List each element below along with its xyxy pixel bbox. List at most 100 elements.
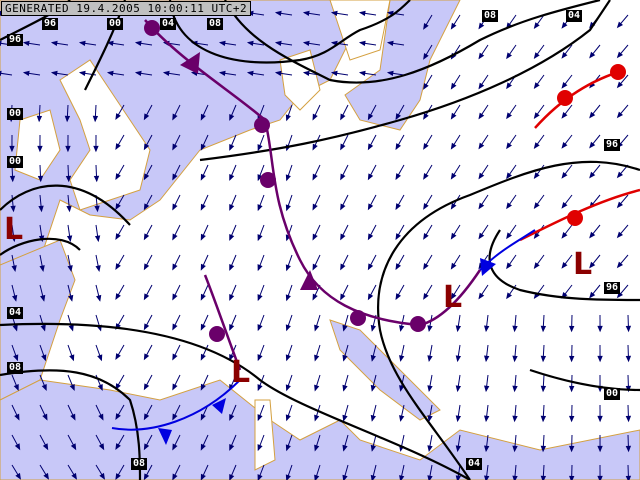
wind-arrow-head — [533, 232, 540, 239]
wind-arrow-head — [450, 22, 457, 30]
wind-arrow-head — [367, 143, 374, 151]
occluded-front-bump — [254, 117, 270, 133]
wind-arrow-head — [423, 172, 429, 180]
wind-arrow-head — [423, 112, 429, 120]
wind-arrow-head — [115, 293, 121, 300]
wind-arrow-head — [0, 10, 2, 17]
wind-arrow-head — [143, 293, 150, 301]
wind-arrow-head — [15, 472, 21, 480]
wind-arrow-head — [506, 202, 512, 210]
isobar-label: 08 — [131, 458, 148, 470]
wind-arrow-head — [93, 145, 99, 153]
wind-arrow-head — [589, 261, 596, 269]
wind-arrow-head — [616, 21, 624, 29]
wind-arrow-head — [285, 294, 291, 302]
wind-arrow-head — [312, 293, 318, 301]
wind-arrow-head — [450, 112, 457, 120]
wind-arrow-head — [395, 143, 401, 151]
wind-arrow-head — [37, 175, 44, 183]
wind-arrow-head — [478, 292, 485, 300]
wind-arrow-head — [367, 263, 374, 271]
wind-arrow-head — [0, 70, 2, 77]
wind-arrow-head — [314, 414, 320, 422]
wind-arrow-head — [229, 443, 235, 451]
wind-arrow-head — [342, 384, 348, 392]
wind-arrow-head — [340, 173, 346, 181]
wind-arrow-head — [597, 355, 603, 363]
wind-arrow-head — [561, 231, 568, 239]
wind-arrow-head — [115, 143, 121, 150]
wind-arrow-head — [93, 175, 100, 183]
wind-arrow-head — [312, 263, 318, 271]
wind-arrow-head — [340, 143, 346, 151]
wind-arrow-head — [625, 445, 632, 453]
wind-arrow-head — [616, 261, 624, 269]
wind-arrow-head — [92, 115, 99, 123]
wind-arrow-head — [22, 70, 30, 77]
wind-arrow-head — [370, 354, 376, 362]
wind-arrow-head — [561, 111, 568, 119]
wind-arrow-head — [569, 355, 575, 363]
wind-arrow-head — [478, 112, 485, 120]
wind-arrow-head — [512, 325, 518, 333]
wind-field — [0, 10, 632, 480]
wind-arrow-head — [43, 472, 49, 480]
wind-arrow-head — [399, 475, 405, 480]
denmark — [279, 49, 321, 111]
wind-arrow-head — [625, 415, 632, 423]
wind-arrow-head — [172, 323, 178, 331]
wind-arrow-head — [229, 293, 235, 301]
wind-arrow-head — [115, 473, 121, 480]
wind-arrow-head — [540, 385, 547, 393]
wind-arrow-head — [484, 445, 490, 453]
wind-arrow-head — [106, 70, 114, 77]
wind-arrow-head — [172, 203, 178, 211]
occluded-front-bump — [144, 20, 160, 36]
wind-arrow-head — [115, 413, 121, 420]
wind-arrow-head — [589, 171, 596, 179]
wind-arrow-head — [115, 173, 121, 180]
wind-arrow-head — [423, 262, 429, 270]
wind-arrow-head — [561, 261, 568, 269]
isobar-label: 00 — [604, 388, 621, 400]
wind-arrow-head — [257, 264, 263, 272]
wind-arrow-head — [423, 22, 429, 30]
wind-arrow-head — [172, 143, 178, 151]
wind-arrow-head — [314, 354, 320, 362]
wind-arrow-head — [533, 52, 540, 59]
isobar-label: 96 — [42, 18, 59, 30]
wind-arrow-head — [285, 354, 291, 362]
baltic-sea — [344, 0, 461, 131]
wind-arrow-head — [512, 355, 518, 363]
wind-arrow-head — [597, 415, 603, 423]
wind-arrow-head — [312, 143, 318, 151]
wind-arrow-head — [115, 263, 121, 270]
wind-arrow-head — [40, 294, 46, 302]
wind-arrow-head — [533, 22, 540, 29]
wind-arrow-head — [399, 415, 405, 422]
wind-arrow-head — [274, 10, 282, 17]
wind-arrow-head — [285, 384, 291, 392]
occluded-front-bump — [209, 326, 225, 342]
wind-arrow-head — [455, 355, 462, 363]
wind-arrow-head — [257, 444, 263, 452]
mediterranean — [0, 379, 640, 480]
wind-arrow-head — [96, 294, 102, 302]
wind-arrow-head — [340, 113, 346, 121]
wind-arrow-head — [512, 385, 518, 393]
wind-arrow-head — [450, 232, 457, 240]
wind-arrow-head — [143, 233, 150, 241]
wind-arrow-head — [50, 40, 58, 47]
wind-arrow-head — [200, 323, 206, 331]
low-pressure-marker: L — [573, 247, 593, 282]
wind-arrow-head — [533, 112, 540, 119]
wind-arrow-head — [285, 114, 291, 122]
wind-arrow-head — [97, 384, 103, 391]
wind-arrow-head — [597, 475, 603, 480]
wind-arrow-head — [312, 113, 318, 121]
wind-arrow-head — [540, 355, 547, 363]
wind-arrow-head — [302, 10, 310, 17]
wind-arrow-head — [257, 474, 263, 480]
wind-arrow-head — [340, 293, 346, 301]
